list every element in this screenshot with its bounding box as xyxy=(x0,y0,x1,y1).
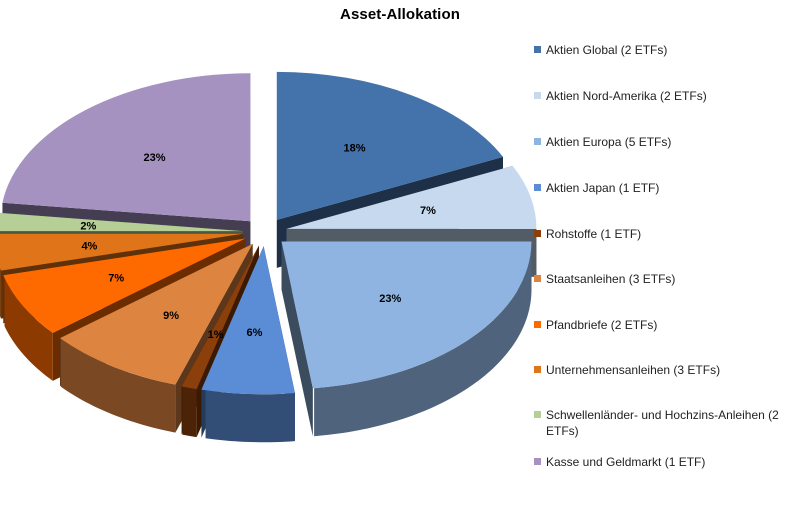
legend-swatch xyxy=(534,92,541,99)
pie-data-label: 7% xyxy=(108,272,124,284)
legend-swatch xyxy=(534,321,541,328)
pie-slice-side xyxy=(205,390,295,443)
legend-swatch xyxy=(534,366,541,373)
legend-swatch xyxy=(534,46,541,53)
pie-slice xyxy=(0,233,244,271)
legend-entry: Aktien Nord-Amerika (2 ETFs) xyxy=(534,88,796,104)
legend-entry: Aktien Global (2 ETFs) xyxy=(534,42,796,58)
legend-label: Kasse und Geldmarkt (1 ETF) xyxy=(546,455,706,469)
pie-slice xyxy=(281,241,532,389)
pie-data-label: 7% xyxy=(420,205,436,217)
legend-label: Pfandbriefe (2 ETFs) xyxy=(546,318,658,332)
legend-label: Unternehmensanleihen (3 ETFs) xyxy=(546,363,721,377)
pie-data-label: 2% xyxy=(80,220,96,232)
pie-data-label: 23% xyxy=(144,152,166,164)
pie-data-label: 9% xyxy=(163,310,179,322)
pie-slice-side xyxy=(314,241,532,437)
legend-entry: Aktien Europa (5 ETFs) xyxy=(534,134,796,150)
pie-data-label: 1% xyxy=(208,329,224,341)
pie-slice xyxy=(60,243,253,385)
pie-data-label: 4% xyxy=(81,240,97,252)
pie-slice xyxy=(201,246,295,395)
legend-entry: Aktien Japan (1 ETF) xyxy=(534,180,796,196)
legend-entry: Rohstoffe (1 ETF) xyxy=(534,226,796,242)
legend-entry: Staatsanleihen (3 ETFs) xyxy=(534,271,796,287)
legend-label: Aktien Nord-Amerika (2 ETFs) xyxy=(546,89,707,103)
legend-label: Staatsanleihen (3 ETFs) xyxy=(546,272,676,286)
pie-slice-side xyxy=(182,386,197,438)
pie-slice xyxy=(3,238,246,333)
pie-slice-side xyxy=(0,268,2,319)
pie-slice xyxy=(2,73,251,222)
pie-slice-wall xyxy=(281,241,313,437)
pie-slice xyxy=(181,245,259,390)
legend-swatch xyxy=(534,411,541,418)
legend-label: Aktien Europa (5 ETFs) xyxy=(546,135,672,149)
legend-swatch xyxy=(534,275,541,282)
legend-entry: Unternehmensanleihen (3 ETFs) xyxy=(534,362,796,378)
pie-slice xyxy=(0,212,244,232)
pie-data-label: 18% xyxy=(343,142,365,154)
legend-entry: Pfandbriefe (2 ETFs) xyxy=(534,317,796,333)
pie-data-label: 6% xyxy=(247,327,263,339)
legend-label: Aktien Global (2 ETFs) xyxy=(546,43,668,57)
legend-swatch xyxy=(534,230,541,237)
chart-title: Asset-Allokation xyxy=(340,6,460,23)
pie-slice-side xyxy=(4,278,53,381)
legend-swatch xyxy=(534,138,541,145)
legend-label: Rohstoffe (1 ETF) xyxy=(546,227,642,241)
legend-label: Aktien Japan (1 ETF) xyxy=(546,181,660,195)
legend-entry: Schwellenländer- und Hochzins-Anleihen (… xyxy=(534,407,796,439)
pie-slice xyxy=(286,165,537,229)
legend-label: Schwellenländer- und Hochzins-Anleihen (… xyxy=(546,408,779,438)
legend-entry: Kasse und Geldmarkt (1 ETF) xyxy=(534,454,796,470)
legend-swatch xyxy=(534,458,541,465)
pie-slice xyxy=(276,71,503,220)
pie-slice-side xyxy=(60,338,176,433)
legend-swatch xyxy=(534,184,541,191)
pie-slice-wall xyxy=(181,245,259,435)
pie-data-label: 23% xyxy=(379,293,401,305)
